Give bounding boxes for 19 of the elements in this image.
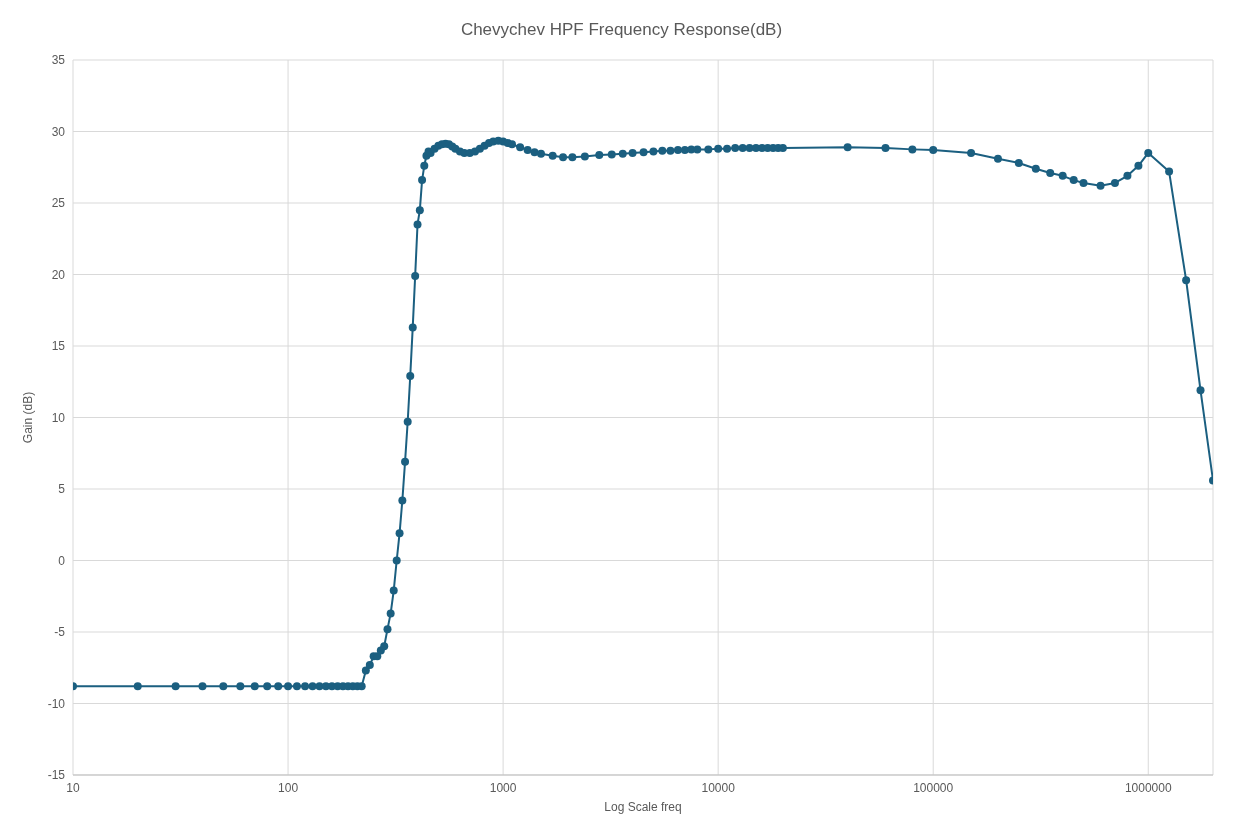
- y-tick-label: 25: [51, 196, 66, 211]
- y-tick-label: -10: [47, 696, 66, 711]
- x-axis-title: Log Scale freq: [604, 800, 682, 814]
- x-tick-label: 10000: [701, 780, 736, 795]
- y-tick-label: 35: [51, 53, 66, 68]
- chart-title: Chevychev HPF Frequency Response(dB): [459, 19, 784, 41]
- y-tick-label: 10: [51, 410, 66, 425]
- x-tick-label: 1000000: [1124, 780, 1172, 795]
- x-tick-label: 100000: [913, 780, 954, 795]
- x-tick-label: 100: [278, 780, 299, 795]
- x-tick-label: 1000: [489, 780, 517, 795]
- y-tick-label: 0: [58, 553, 66, 568]
- y-tick-label: 30: [51, 124, 66, 139]
- y-axis-title: Gain (dB): [21, 391, 36, 444]
- y-tick-label: -15: [47, 768, 66, 783]
- y-tick-label: -5: [54, 625, 66, 640]
- y-tick-label: 5: [58, 482, 66, 497]
- y-tick-label: 20: [51, 267, 66, 282]
- y-tick-label: 15: [51, 339, 66, 354]
